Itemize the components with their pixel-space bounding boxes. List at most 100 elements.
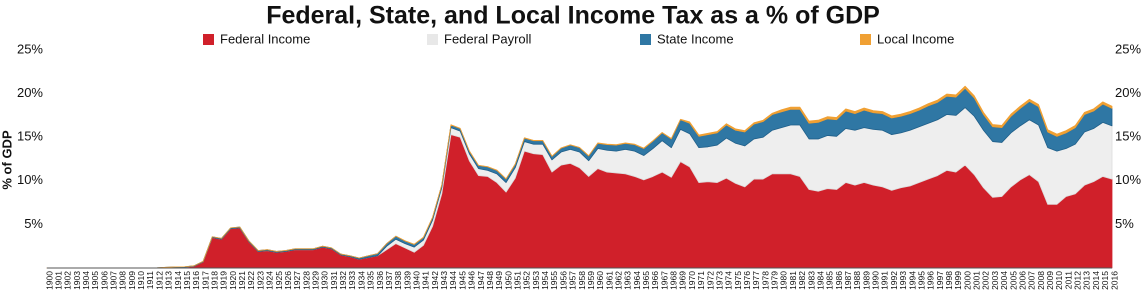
x-tick-label: 1959 [586, 271, 596, 290]
x-tick-label: 1965 [641, 271, 651, 290]
x-tick-label: 1954 [540, 271, 550, 290]
x-tick-label: 2010 [1054, 271, 1064, 290]
x-tick-label: 1938 [393, 271, 403, 290]
x-tick-label: 2016 [1109, 271, 1119, 290]
x-tick-label: 1971 [696, 271, 706, 290]
legend-label: Federal Income [220, 31, 310, 46]
y2-tick-label: 25% [1115, 41, 1141, 56]
x-tick-label: 2011 [1063, 271, 1073, 290]
x-tick-label: 1921 [237, 271, 247, 290]
x-tick-label: 2013 [1082, 271, 1092, 290]
x-tick-label: 1978 [760, 271, 770, 290]
x-tick-label: 1936 [375, 271, 385, 290]
chart-title: Federal, State, and Local Income Tax as … [266, 2, 880, 30]
x-tick-label: 1975 [733, 271, 743, 290]
x-tick-label: 1914 [173, 271, 183, 290]
x-tick-label: 1939 [402, 271, 412, 290]
x-tick-label: 1986 [834, 271, 844, 290]
x-tick-label: 1956 [558, 271, 568, 290]
x-tick-label: 1945 [457, 271, 467, 290]
x-tick-label: 1930 [320, 271, 330, 290]
x-tick-label: 1976 [742, 271, 752, 290]
x-tick-label: 1912 [154, 271, 164, 290]
x-tick-label: 2000 [962, 271, 972, 290]
x-tick-label: 2012 [1073, 271, 1083, 290]
x-tick-label: 2008 [1036, 271, 1046, 290]
x-tick-label: 1902 [63, 271, 73, 290]
x-tick-label: 1911 [145, 271, 155, 290]
y2-tick-label: 5% [1115, 216, 1134, 231]
y2-tick-label: 15% [1115, 129, 1141, 144]
x-tick-label: 2004 [999, 271, 1009, 290]
x-tick-label: 1944 [448, 271, 458, 290]
x-tick-label: 1928 [301, 271, 311, 290]
x-tick-label: 1973 [714, 271, 724, 290]
x-tick-label: 1947 [476, 271, 486, 290]
x-tick-label: 1999 [953, 271, 963, 290]
x-tick-label: 1985 [825, 271, 835, 290]
x-tick-label: 1998 [944, 271, 954, 290]
x-tick-label: 1940 [411, 271, 421, 290]
x-tick-label: 1977 [751, 271, 761, 290]
y-tick-label: 20% [17, 85, 43, 100]
y-axis-title: % of GDP [0, 130, 14, 190]
y-tick-label: 5% [24, 216, 43, 231]
x-tick-label: 1907 [109, 271, 119, 290]
x-tick-label: 1981 [788, 271, 798, 290]
area [46, 85, 1113, 269]
x-tick-label: 1996 [926, 271, 936, 290]
x-tick-label: 1961 [604, 271, 614, 290]
x-tick-label: 1984 [815, 271, 825, 290]
x-tick-label: 1993 [898, 271, 908, 290]
x-tick-label: 1935 [366, 271, 376, 290]
x-tick-label: 1925 [274, 271, 284, 290]
x-tick-label: 1957 [568, 271, 578, 290]
x-tick-label: 1941 [421, 271, 431, 290]
x-tick-label: 1929 [311, 271, 321, 290]
x-tick-label: 1969 [678, 271, 688, 290]
legend-label: Local Income [877, 31, 954, 46]
x-tick-label: 1968 [669, 271, 679, 290]
legend-label: State Income [657, 31, 734, 46]
x-tick-label: 1903 [72, 271, 82, 290]
x-tick-label: 1982 [797, 271, 807, 290]
x-tick-label: 1979 [770, 271, 780, 290]
x-tick-label: 1958 [577, 271, 587, 290]
x-tick-label: 2002 [981, 271, 991, 290]
x-tick-label: 1915 [182, 271, 192, 290]
x-tick-label: 1950 [503, 271, 513, 290]
y2-tick-label: 10% [1115, 172, 1141, 187]
x-tick-label: 1919 [219, 271, 229, 290]
x-tick-label: 1905 [90, 271, 100, 290]
x-tick-label: 1960 [595, 271, 605, 290]
x-tick-label: 1913 [164, 271, 174, 290]
legend-swatch [203, 34, 214, 45]
x-tick-label: 2003 [990, 271, 1000, 290]
legend-label: Federal Payroll [444, 31, 532, 46]
x-tick-label: 1953 [531, 271, 541, 290]
x-tick-label: 2006 [1017, 271, 1027, 290]
x-tick-label: 1980 [779, 271, 789, 290]
x-tick-label: 1926 [283, 271, 293, 290]
x-tick-label: 1931 [329, 271, 339, 290]
x-tick-label: 1946 [467, 271, 477, 290]
x-tick-label: 1995 [916, 271, 926, 290]
x-tick-label: 1974 [724, 271, 734, 290]
x-tick-label: 1943 [439, 271, 449, 290]
x-tick-label: 1906 [99, 271, 109, 290]
x-tick-label: 1991 [880, 271, 890, 290]
x-tick-label: 1948 [485, 271, 495, 290]
x-tick-label: 2014 [1091, 271, 1101, 290]
x-tick-label: 1901 [53, 271, 63, 290]
x-tick-label: 1997 [935, 271, 945, 290]
y-tick-label: 25% [17, 41, 43, 56]
x-tick-label: 1966 [650, 271, 660, 290]
legend-swatch [640, 34, 651, 45]
x-tick-label: 1972 [705, 271, 715, 290]
x-tick-label: 1924 [265, 271, 275, 290]
x-tick-label: 2005 [1008, 271, 1018, 290]
x-tick-label: 1923 [255, 271, 265, 290]
x-tick-label: 2015 [1100, 271, 1110, 290]
x-tick-label: 1992 [889, 271, 899, 290]
